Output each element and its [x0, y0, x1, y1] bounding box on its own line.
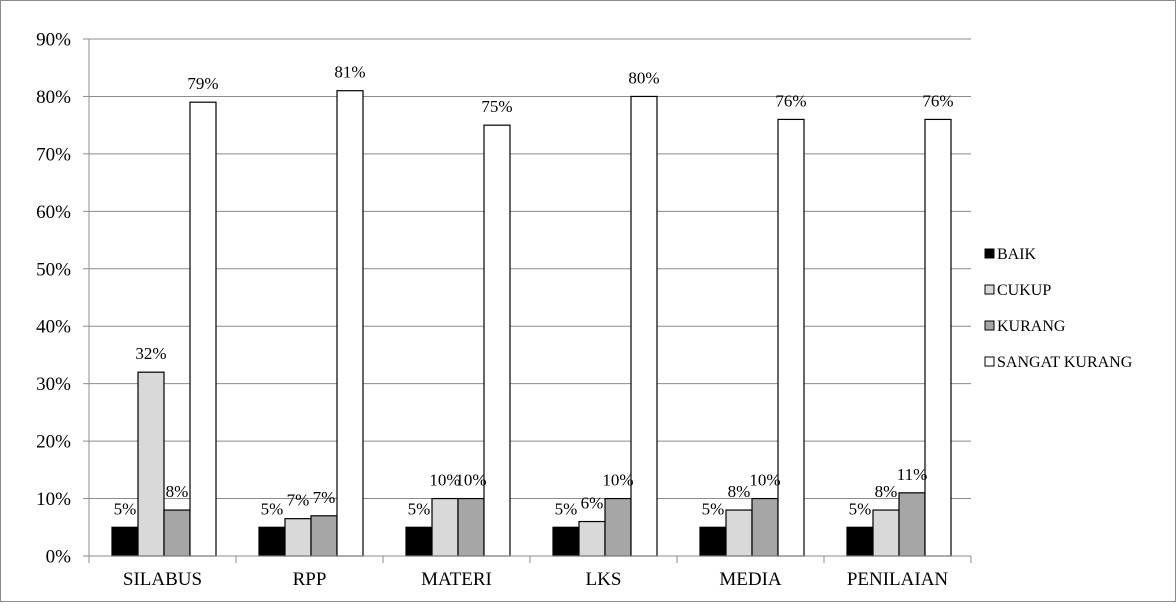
- legend-item: BAIK: [984, 246, 1037, 263]
- legend-label: CUKUP: [997, 282, 1051, 299]
- data-labels: 5%32%8%79%5% 7% 7%81%5%10%10%75%5% 6%10%80%…: [114, 63, 954, 519]
- data-label: 10%: [429, 471, 460, 490]
- x-category-label: SILABUS: [123, 569, 202, 590]
- legend: BAIK CUKUP KURANG SANGAT KURANG: [984, 246, 1133, 371]
- bar-cukup: [872, 509, 900, 557]
- data-label: 5%: [702, 499, 725, 518]
- bar-baik: [846, 526, 874, 557]
- data-label: 76%: [775, 91, 806, 110]
- axes: [83, 38, 972, 563]
- gridlines: [89, 38, 971, 500]
- data-label: 5%: [555, 499, 578, 518]
- y-tick-label: 20%: [36, 432, 71, 453]
- bar-cukup: [578, 520, 606, 557]
- legend-label: BAIK: [997, 246, 1037, 263]
- legend-swatch: [984, 248, 995, 259]
- legend-item: KURANG: [984, 318, 1066, 335]
- bar-cukup: [725, 509, 753, 557]
- y-tick-label: 0%: [46, 547, 72, 568]
- data-label: 81%: [334, 63, 365, 82]
- bar-sangat-kurang: [336, 90, 364, 557]
- bar-cukup: [284, 518, 312, 557]
- bar-cukup: [431, 497, 459, 557]
- bar-sangat-kurang: [777, 118, 805, 557]
- data-label: 5%: [261, 499, 284, 518]
- y-tick-label: 90%: [36, 30, 71, 51]
- bar-sangat-kurang: [924, 118, 952, 557]
- bar-sangat-kurang: [189, 101, 217, 557]
- legend-item: SANGAT KURANG: [984, 354, 1133, 371]
- data-label: 8%: [875, 482, 898, 501]
- bar-baik: [258, 526, 286, 557]
- bar-kurang: [898, 492, 926, 557]
- y-axis-tick-labels: 0% 10% 20% 30% 40% 50% 60% 70% 80% 90%: [36, 30, 71, 568]
- data-label: 80%: [628, 68, 659, 87]
- x-axis-category-labels: SILABUS RPP MATERI LKS MEDIA PENILAIAN: [123, 569, 949, 590]
- bar-baik: [699, 526, 727, 557]
- y-tick-label: 60%: [36, 202, 71, 223]
- y-tick-label: 40%: [36, 317, 71, 338]
- data-label: 10%: [602, 471, 633, 490]
- y-tick-label: 70%: [36, 144, 71, 165]
- legend-swatch: [984, 284, 995, 295]
- bar-kurang: [457, 497, 485, 557]
- data-label: 6%: [581, 494, 604, 513]
- y-tick-label: 50%: [36, 259, 71, 280]
- data-label: 5%: [408, 499, 431, 518]
- data-label: 7%: [313, 488, 336, 507]
- bar-sangat-kurang: [483, 124, 511, 557]
- data-label: 5%: [849, 499, 872, 518]
- bar-sangat-kurang: [630, 95, 658, 557]
- data-label: 10%: [749, 471, 780, 490]
- data-label: 32%: [135, 344, 166, 363]
- bar-baik: [552, 526, 580, 557]
- legend-label: KURANG: [997, 318, 1066, 335]
- x-category-label: PENILAIAN: [847, 569, 949, 590]
- legend-item: CUKUP: [984, 282, 1051, 299]
- x-category-label: MEDIA: [719, 569, 782, 590]
- bar-kurang: [751, 497, 779, 557]
- data-label: 10%: [455, 471, 486, 490]
- data-label: 76%: [922, 91, 953, 110]
- data-label: 11%: [897, 465, 928, 484]
- y-tick-label: 10%: [36, 489, 71, 510]
- bars: [111, 90, 952, 557]
- x-category-label: MATERI: [421, 569, 492, 590]
- data-label: 79%: [187, 74, 218, 93]
- x-category-label: LKS: [586, 569, 622, 590]
- data-label: 7%: [287, 491, 310, 510]
- bar-kurang: [310, 515, 338, 557]
- data-label: 75%: [481, 97, 512, 116]
- y-tick-label: 30%: [36, 374, 71, 395]
- bar-cukup: [137, 371, 165, 557]
- y-tick-label: 80%: [36, 87, 71, 108]
- data-label: 5%: [114, 499, 137, 518]
- bar-kurang: [163, 509, 191, 557]
- bar-baik: [405, 526, 433, 557]
- data-label: 8%: [728, 482, 751, 501]
- bar-baik: [111, 526, 139, 557]
- data-label: 8%: [166, 482, 189, 501]
- legend-swatch: [984, 320, 995, 331]
- x-category-label: RPP: [293, 569, 327, 590]
- legend-label: SANGAT KURANG: [997, 354, 1133, 371]
- bar-kurang: [604, 497, 632, 557]
- legend-swatch: [984, 356, 995, 367]
